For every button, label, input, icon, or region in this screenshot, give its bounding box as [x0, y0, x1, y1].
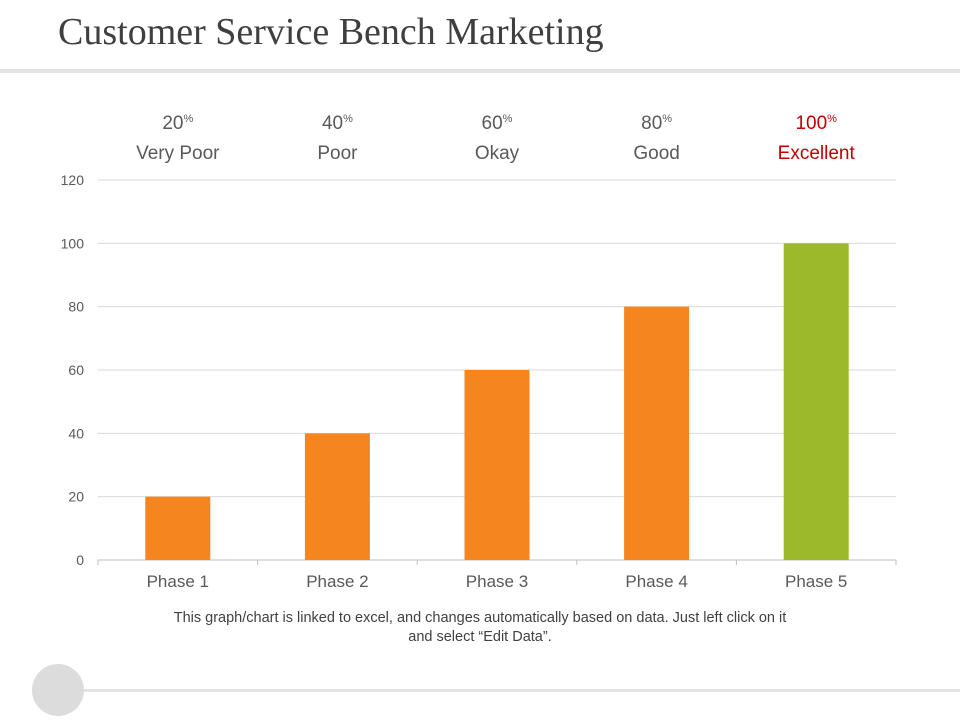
bottom-divider: [84, 689, 960, 692]
rating-percent: 20%: [162, 113, 193, 134]
chart-footnote: This graph/chart is linked to excel, and…: [173, 610, 787, 645]
decorative-circle: [32, 664, 84, 716]
x-tick-label: Phase 5: [785, 572, 847, 591]
rating-label: Poor: [317, 143, 358, 164]
y-tick-label: 60: [68, 362, 84, 378]
x-tick-label: Phase 4: [625, 572, 687, 591]
bar-phase-1: [145, 496, 211, 560]
y-tick-label: 80: [68, 299, 84, 315]
bar-phase-3: [464, 370, 530, 560]
rating-percent: 40%: [322, 113, 353, 134]
y-tick-label: 20: [68, 489, 84, 505]
bar-phase-4: [624, 306, 690, 560]
rating-percent: 100%: [795, 113, 837, 134]
bar-phase-2: [304, 433, 370, 560]
slide-title: Customer Service Bench Marketing: [58, 11, 604, 53]
x-tick-label: Phase 2: [306, 572, 368, 591]
y-tick-label: 120: [61, 172, 85, 188]
rating-percent: 60%: [482, 113, 513, 134]
y-tick-label: 0: [76, 552, 84, 568]
rating-label: Good: [633, 143, 679, 164]
rating-label: Okay: [475, 143, 520, 164]
title-divider: [0, 69, 960, 73]
bar-chart[interactable]: 0 20 40 60 80 100 120 Phase 1 20% Very Poor Phase …: [0, 0, 960, 600]
y-tick-label: 40: [68, 425, 84, 441]
x-tick-label: Phase 3: [466, 572, 528, 591]
y-tick-label: 100: [61, 235, 85, 251]
rating-label: Excellent: [778, 143, 856, 164]
x-tick-label: Phase 1: [147, 572, 209, 591]
rating-percent: 80%: [641, 113, 672, 134]
bar-phase-5: [783, 243, 849, 561]
rating-label: Very Poor: [136, 143, 220, 164]
